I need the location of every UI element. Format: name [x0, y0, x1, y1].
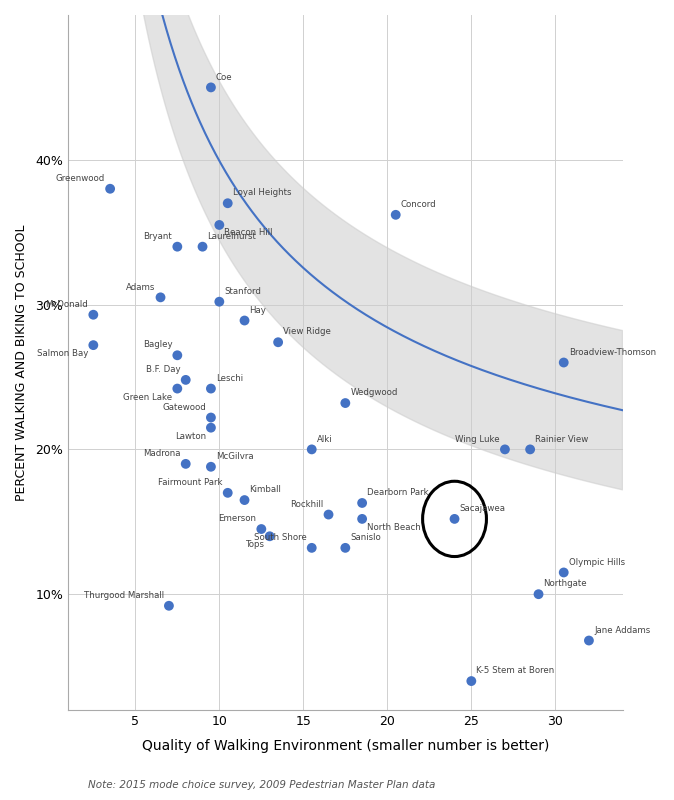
Text: Northgate: Northgate [543, 579, 587, 588]
Point [525, 443, 536, 456]
Point [340, 397, 350, 410]
Point [172, 349, 183, 362]
Text: Thurgood Marshall: Thurgood Marshall [84, 591, 164, 600]
Text: Wedgwood: Wedgwood [350, 388, 398, 398]
Point [206, 81, 216, 94]
Point [584, 634, 594, 647]
Text: McGilvra: McGilvra [216, 452, 253, 461]
Text: Adams: Adams [126, 282, 156, 291]
Point [273, 336, 284, 349]
Point [155, 291, 166, 304]
Text: Emerson: Emerson [218, 514, 256, 523]
Text: Bryant: Bryant [144, 232, 173, 241]
X-axis label: Quality of Walking Environment (smaller number is better): Quality of Walking Environment (smaller … [142, 739, 549, 753]
Text: Gatewood: Gatewood [162, 402, 206, 412]
Y-axis label: PERCENT WALKING AND BIKING TO SCHOOL: PERCENT WALKING AND BIKING TO SCHOOL [15, 224, 28, 501]
Point [172, 382, 183, 395]
Text: Salmon Bay: Salmon Bay [37, 349, 88, 358]
Point [307, 542, 317, 554]
Point [558, 566, 569, 579]
Point [214, 218, 224, 231]
Point [88, 308, 98, 321]
Point [104, 182, 115, 195]
Text: Madrona: Madrona [143, 449, 181, 458]
Text: North Beach: North Beach [367, 523, 421, 532]
Text: Bagley: Bagley [143, 341, 173, 350]
Text: View Ridge: View Ridge [283, 327, 331, 337]
Point [499, 443, 510, 456]
Text: Laurelhurst: Laurelhurst [208, 232, 256, 241]
Point [357, 497, 367, 510]
Point [181, 458, 191, 470]
Text: Rockhill: Rockhill [290, 500, 324, 509]
Text: Leschi: Leschi [216, 374, 243, 382]
Text: Note: 2015 mode choice survey, 2009 Pedestrian Master Plan data: Note: 2015 mode choice survey, 2009 Pede… [88, 780, 435, 790]
Point [181, 374, 191, 386]
Point [340, 542, 350, 554]
Text: Wing Luke: Wing Luke [455, 434, 500, 444]
Text: Fairmount Park: Fairmount Park [158, 478, 222, 487]
Text: Tops: Tops [246, 540, 265, 550]
Point [256, 522, 267, 535]
Text: Concord: Concord [401, 200, 436, 209]
Text: Coe: Coe [216, 73, 233, 82]
Point [222, 197, 233, 210]
Text: Dearborn Park: Dearborn Park [367, 488, 429, 497]
Text: Olympic Hills: Olympic Hills [569, 558, 625, 566]
Text: Kimball: Kimball [249, 486, 282, 494]
Point [88, 338, 98, 351]
Point [239, 494, 250, 506]
Point [206, 411, 216, 424]
Point [206, 460, 216, 473]
Point [449, 513, 460, 526]
Text: Greenwood: Greenwood [56, 174, 105, 183]
Text: Broadview-Thomson: Broadview-Thomson [569, 348, 656, 357]
Point [323, 508, 334, 521]
Text: K-5 Stem at Boren: K-5 Stem at Boren [477, 666, 555, 675]
Text: Sacajawea: Sacajawea [460, 504, 506, 513]
Text: Lawton: Lawton [175, 432, 206, 441]
Text: Jane Addams: Jane Addams [594, 626, 650, 634]
Text: South Shore: South Shore [254, 533, 307, 542]
Point [533, 588, 544, 601]
Point [239, 314, 250, 327]
Text: Alki: Alki [317, 434, 332, 444]
Point [214, 295, 224, 308]
Text: Sanislo: Sanislo [350, 533, 381, 542]
Point [164, 599, 175, 612]
Text: Loyal Heights: Loyal Heights [233, 189, 291, 198]
Point [264, 530, 275, 542]
Text: McDonald: McDonald [46, 300, 88, 309]
Point [357, 513, 367, 526]
Point [206, 422, 216, 434]
Text: B.F. Day: B.F. Day [146, 365, 181, 374]
Text: Beacon Hill: Beacon Hill [224, 227, 273, 237]
Point [172, 240, 183, 253]
Point [206, 382, 216, 395]
Point [222, 486, 233, 499]
Point [558, 356, 569, 369]
Point [466, 674, 477, 687]
Text: Hay: Hay [249, 306, 266, 314]
Point [197, 240, 208, 253]
Text: Rainier View: Rainier View [535, 434, 588, 444]
Point [307, 443, 317, 456]
Point [390, 209, 401, 222]
Text: Green Lake: Green Lake [123, 393, 173, 402]
Text: Stanford: Stanford [224, 287, 262, 296]
